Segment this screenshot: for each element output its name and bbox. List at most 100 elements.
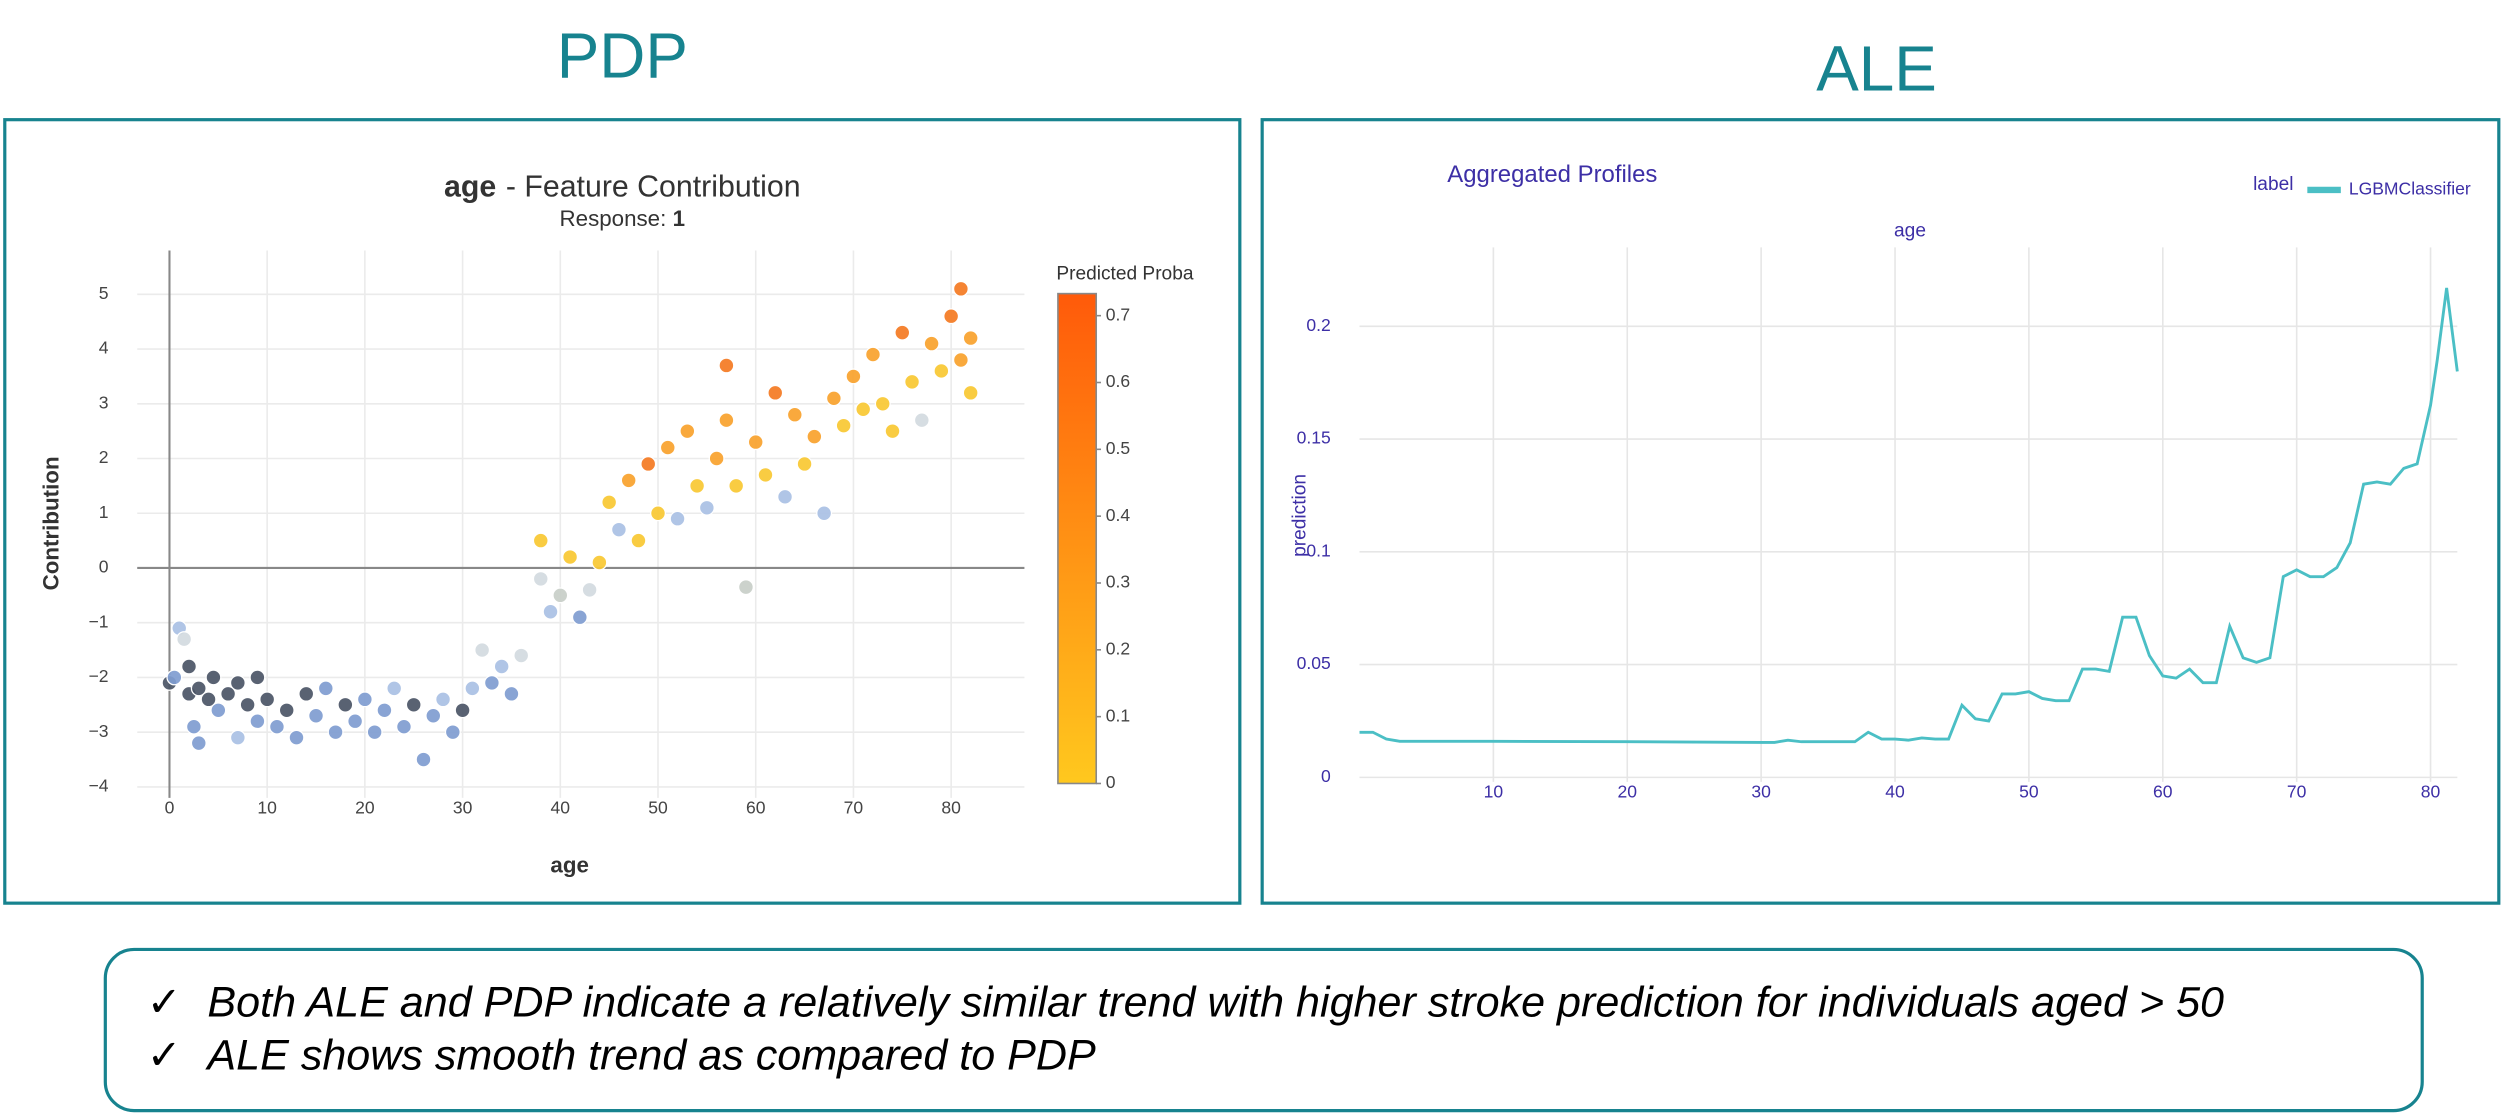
scatter-point (308, 707, 325, 724)
scatter-point (904, 373, 921, 390)
scatter-point (200, 691, 217, 708)
x-tick-label: 80 (2421, 782, 2441, 802)
scatter-point (581, 581, 598, 598)
scatter-point (278, 702, 295, 719)
scatter-point (962, 330, 979, 347)
scatter-point (620, 472, 637, 489)
y-tick-label: 0 (1321, 766, 1331, 786)
scatter-point (220, 685, 237, 702)
scatter-point (347, 713, 364, 730)
scatter-point (796, 456, 813, 472)
scatter-point (855, 401, 872, 418)
scatter-point (288, 729, 305, 746)
scatter-point (610, 521, 627, 538)
line-series (1359, 287, 2459, 744)
summary-box (103, 947, 2424, 1113)
x-tick-label: 40 (1885, 782, 1905, 802)
chart-title-text: - Feature Contribution (506, 170, 801, 203)
x-tick-label: 50 (2019, 782, 2039, 802)
scatter-point (679, 423, 696, 440)
scatter-point (884, 423, 901, 440)
scatter-point (249, 713, 266, 730)
y-tick-label: 0.1 (1306, 540, 1330, 560)
x-tick-label: 70 (2287, 782, 2307, 802)
scatter-point (185, 718, 202, 735)
check-mark: ✓ (147, 1031, 182, 1078)
scatter-point (923, 335, 940, 352)
scatter-point (210, 702, 227, 719)
scatter-point (943, 308, 960, 325)
scatter-point (405, 696, 422, 713)
scatter-point (337, 696, 354, 713)
colorbar-tick-label: 0.6 (1106, 371, 1130, 391)
scatter-point (601, 494, 618, 511)
scatter-point (777, 488, 794, 505)
heading: ALE (1816, 32, 1937, 104)
scatter-point (552, 587, 569, 604)
x-axis-label: age (550, 852, 588, 877)
scatter-point (640, 456, 657, 472)
scatter-point (708, 450, 725, 467)
scatter-point (298, 685, 315, 702)
scatter-point (493, 658, 510, 675)
x-tick-label: 20 (1617, 782, 1637, 802)
chart-title-bold: age (444, 170, 496, 203)
y-axis-label: prediction (1290, 474, 1311, 557)
subtitle-text: Response: (560, 206, 667, 231)
colorbar-tick-label: 0.7 (1106, 304, 1130, 324)
scatter-point (532, 570, 549, 587)
y-tick-label: −4 (88, 776, 108, 796)
scatter-point (659, 439, 676, 456)
y-tick-label: 1 (99, 502, 109, 522)
chart-subtitle: age (1894, 220, 1926, 241)
legend-title: label (2253, 174, 2293, 195)
heading: PDP (557, 20, 688, 92)
scatter-point (376, 702, 393, 719)
scatter-point (864, 346, 881, 363)
colorbar (1057, 292, 1098, 785)
bullet: Both ALE and PDP indicate a relatively s… (207, 979, 2224, 1027)
pdp-panel (3, 118, 1242, 905)
scatter-point (718, 357, 735, 374)
x-tick-label: 20 (355, 798, 375, 818)
scatter-point (728, 477, 745, 494)
scatter-point (952, 352, 969, 368)
x-tick-label: 30 (1751, 782, 1771, 802)
scatter-point (532, 532, 549, 549)
scatter-point (483, 674, 500, 691)
scatter-point (767, 384, 784, 401)
scatter-point (562, 549, 579, 566)
scatter-point (825, 390, 842, 407)
scatter-point (444, 724, 461, 741)
scatter-point (816, 505, 833, 522)
x-tick-label: 60 (2153, 782, 2173, 802)
colorbar-title: Predicted Proba (1056, 264, 1194, 285)
check-mark: ✓ (147, 978, 182, 1025)
scatter-point (962, 384, 979, 401)
scatter-point (356, 691, 373, 708)
scatter-point (229, 674, 246, 691)
scatter-point (317, 680, 334, 697)
scatter-point (698, 499, 715, 516)
scatter-point (366, 724, 383, 741)
y-tick-label: 0.05 (1297, 653, 1331, 673)
y-tick-label: −2 (88, 666, 108, 686)
scatter-point (718, 412, 735, 429)
scatter-point (933, 362, 950, 379)
scatter-point (874, 395, 891, 412)
scatter-point (190, 680, 207, 697)
colorbar-tick-label: 0 (1106, 772, 1116, 792)
x-tick-label: 0 (165, 798, 175, 818)
x-tick-label: 10 (1484, 782, 1504, 802)
y-tick-label: 0.2 (1306, 315, 1330, 335)
scatter-point (464, 680, 481, 697)
scatter-point (630, 532, 647, 549)
y-tick-label: 4 (99, 338, 109, 358)
y-tick-label: 2 (99, 447, 109, 467)
scatter-point (454, 702, 471, 719)
scatter-point (503, 685, 520, 702)
scatter-point (415, 751, 432, 768)
scatter-point (327, 724, 344, 741)
scatter-point (952, 280, 969, 297)
scatter-point (669, 510, 686, 527)
